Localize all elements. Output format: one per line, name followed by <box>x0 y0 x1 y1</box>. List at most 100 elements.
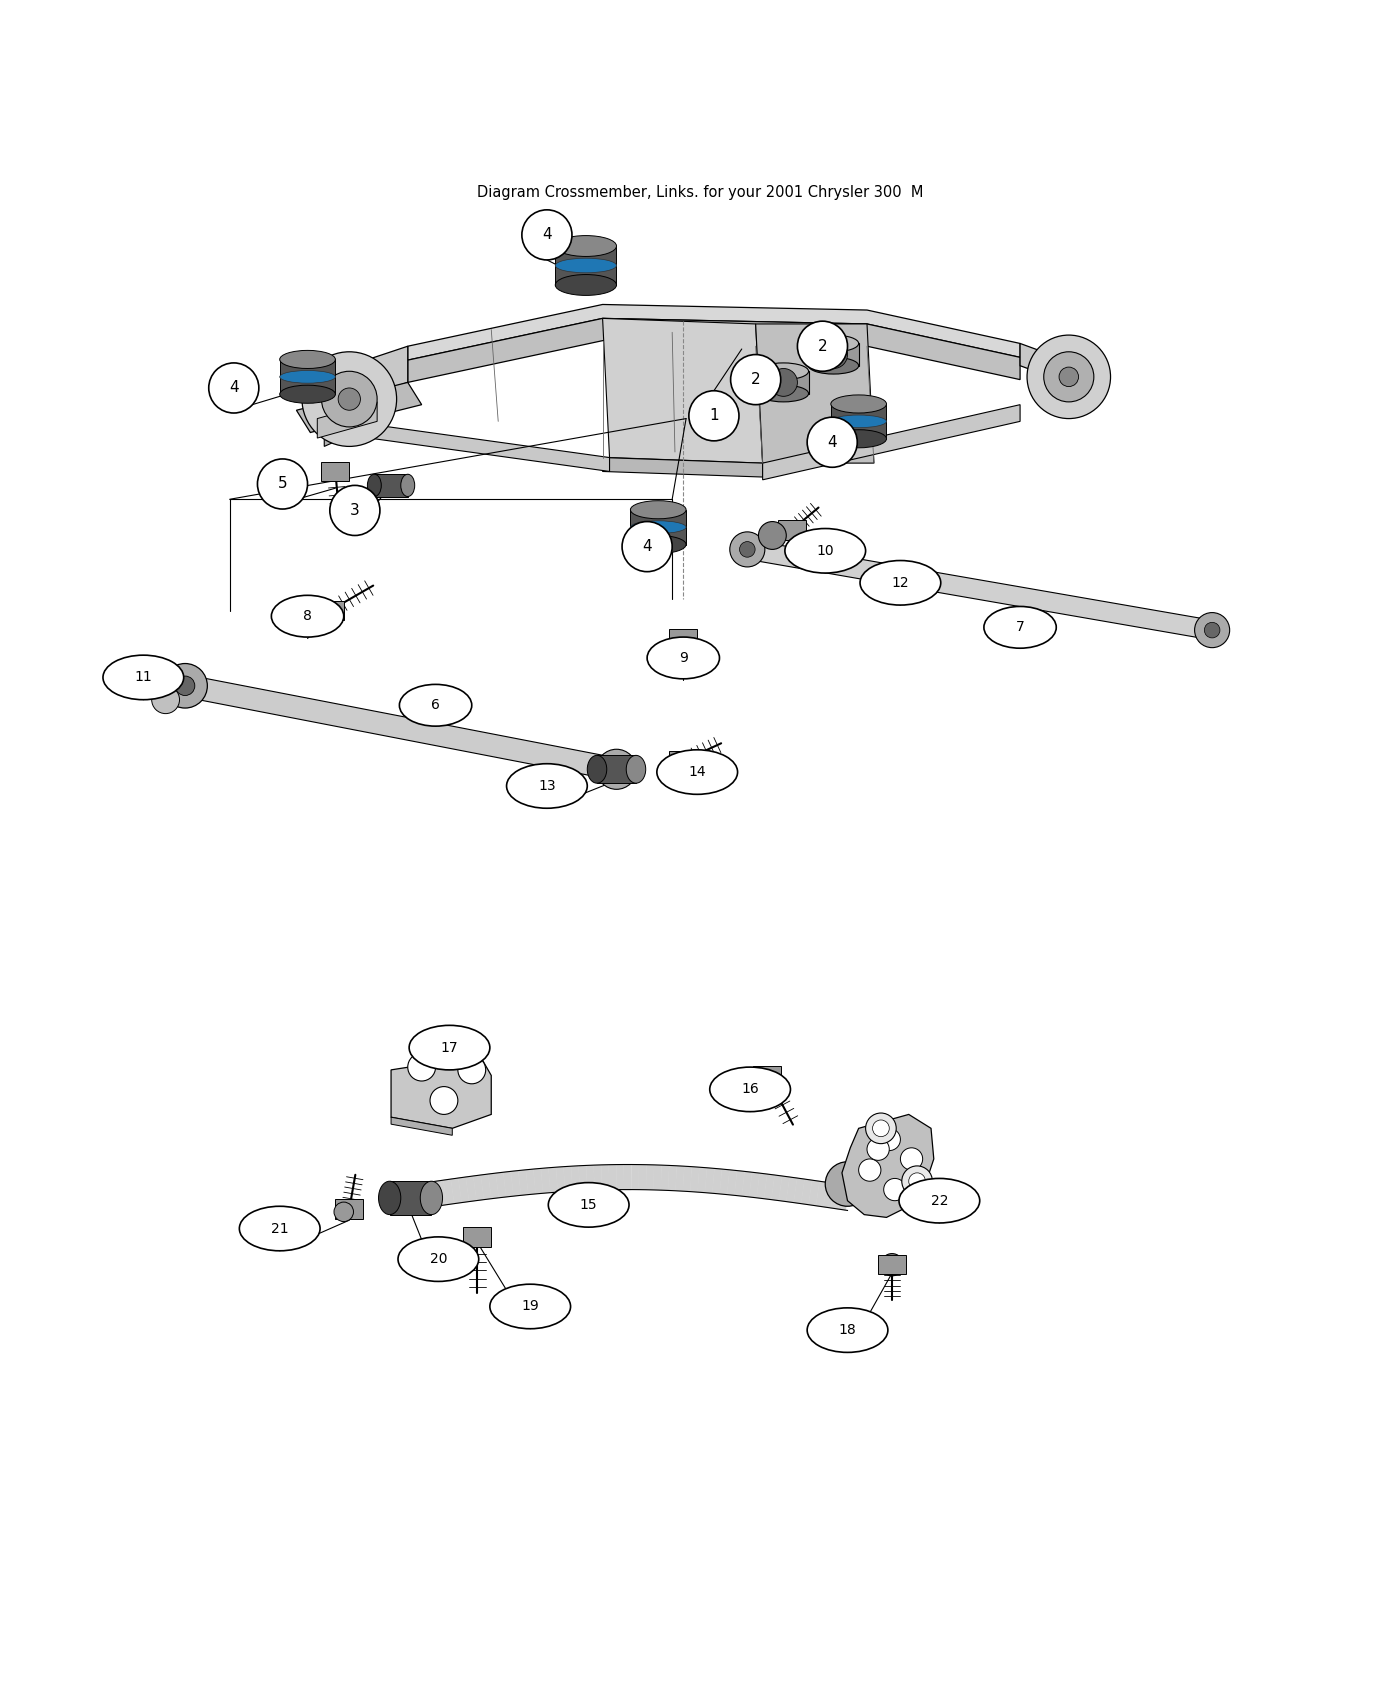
Circle shape <box>608 760 626 779</box>
Polygon shape <box>683 1166 692 1192</box>
Ellipse shape <box>808 1307 888 1353</box>
Ellipse shape <box>809 357 858 374</box>
Circle shape <box>1204 622 1219 638</box>
Circle shape <box>671 643 696 668</box>
Circle shape <box>731 355 781 405</box>
Polygon shape <box>556 246 616 286</box>
Polygon shape <box>841 1115 934 1217</box>
Ellipse shape <box>899 1178 980 1222</box>
Polygon shape <box>318 401 377 439</box>
Circle shape <box>759 522 787 549</box>
Polygon shape <box>533 1168 543 1193</box>
Polygon shape <box>645 1164 654 1190</box>
Ellipse shape <box>490 1284 571 1329</box>
Polygon shape <box>596 755 636 784</box>
Ellipse shape <box>280 350 336 369</box>
Polygon shape <box>759 371 809 393</box>
Circle shape <box>596 750 637 789</box>
Polygon shape <box>556 1166 566 1192</box>
Ellipse shape <box>398 1238 479 1282</box>
Polygon shape <box>763 405 1021 479</box>
Polygon shape <box>503 1171 514 1197</box>
Circle shape <box>322 371 377 427</box>
Circle shape <box>622 522 672 571</box>
Ellipse shape <box>759 386 809 401</box>
Ellipse shape <box>984 607 1056 648</box>
Circle shape <box>808 416 857 468</box>
Polygon shape <box>444 1180 454 1205</box>
Polygon shape <box>830 1183 841 1209</box>
Circle shape <box>819 340 847 369</box>
Ellipse shape <box>400 474 414 496</box>
Ellipse shape <box>657 750 738 794</box>
Polygon shape <box>349 422 609 471</box>
Polygon shape <box>578 1166 587 1190</box>
Circle shape <box>1044 352 1093 401</box>
Polygon shape <box>391 1117 452 1136</box>
Ellipse shape <box>647 638 720 678</box>
Polygon shape <box>690 1166 700 1192</box>
Ellipse shape <box>549 1183 629 1227</box>
Text: 15: 15 <box>580 1198 598 1212</box>
Polygon shape <box>756 1173 767 1198</box>
Polygon shape <box>624 1164 631 1190</box>
Text: 16: 16 <box>741 1083 759 1096</box>
Polygon shape <box>594 1164 602 1190</box>
Polygon shape <box>839 1185 850 1210</box>
Polygon shape <box>389 1182 431 1214</box>
Polygon shape <box>601 1164 609 1190</box>
Circle shape <box>858 1159 881 1182</box>
Circle shape <box>1194 612 1229 648</box>
Ellipse shape <box>367 474 381 496</box>
Polygon shape <box>661 1164 669 1190</box>
Ellipse shape <box>556 236 616 257</box>
Text: 19: 19 <box>521 1299 539 1314</box>
Ellipse shape <box>785 529 865 573</box>
Circle shape <box>878 1129 900 1151</box>
Polygon shape <box>735 1171 745 1197</box>
Ellipse shape <box>399 685 472 726</box>
Circle shape <box>335 1202 353 1222</box>
Polygon shape <box>654 1164 662 1190</box>
Text: 4: 4 <box>643 539 652 554</box>
Text: 10: 10 <box>816 544 834 558</box>
Circle shape <box>1028 335 1110 418</box>
Circle shape <box>872 1120 889 1137</box>
Polygon shape <box>496 1173 507 1198</box>
Circle shape <box>739 542 755 558</box>
Circle shape <box>522 209 573 260</box>
Polygon shape <box>609 1164 616 1190</box>
Text: 1: 1 <box>710 408 718 423</box>
Polygon shape <box>473 1175 484 1200</box>
Polygon shape <box>466 1176 476 1202</box>
Ellipse shape <box>860 561 941 605</box>
Polygon shape <box>489 1173 498 1198</box>
Circle shape <box>881 1253 903 1275</box>
Polygon shape <box>587 1164 595 1190</box>
Text: 7: 7 <box>1016 620 1025 634</box>
Text: 4: 4 <box>827 435 837 450</box>
Polygon shape <box>435 1180 447 1205</box>
Text: 5: 5 <box>277 476 287 491</box>
Polygon shape <box>458 1176 469 1202</box>
Polygon shape <box>764 1175 774 1200</box>
Polygon shape <box>675 1166 685 1192</box>
Bar <box>669 629 697 648</box>
Text: Diagram Crossmember, Links. for your 2001 Chrysler 300  M: Diagram Crossmember, Links. for your 200… <box>477 185 923 201</box>
Polygon shape <box>549 1168 557 1193</box>
Ellipse shape <box>830 394 886 413</box>
Polygon shape <box>778 1176 790 1202</box>
Text: 4: 4 <box>230 381 238 396</box>
Polygon shape <box>540 1168 550 1193</box>
Ellipse shape <box>710 1068 791 1112</box>
Circle shape <box>1058 367 1078 386</box>
Bar <box>316 600 344 620</box>
Circle shape <box>825 1161 869 1207</box>
Ellipse shape <box>239 1207 321 1251</box>
Polygon shape <box>720 1170 729 1195</box>
Text: 21: 21 <box>272 1222 288 1236</box>
Circle shape <box>729 532 764 566</box>
Polygon shape <box>428 1182 440 1207</box>
Ellipse shape <box>280 386 336 403</box>
Ellipse shape <box>556 258 616 272</box>
